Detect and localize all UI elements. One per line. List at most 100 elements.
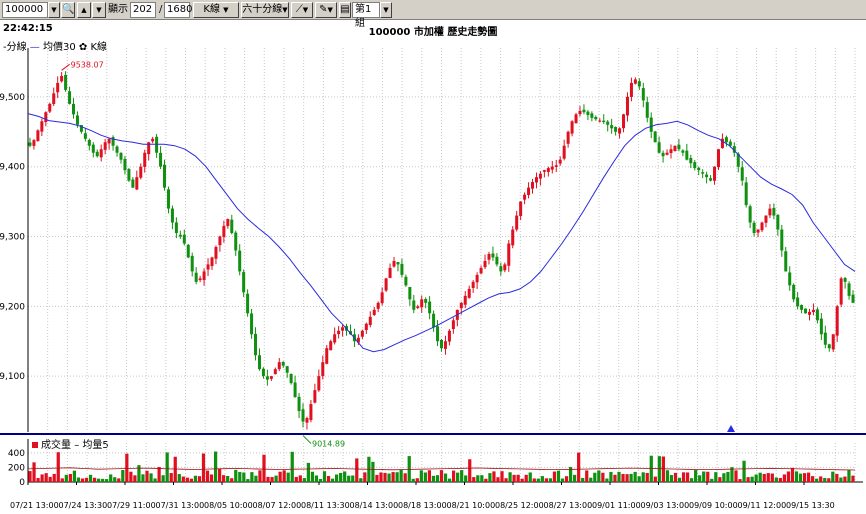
- candle-body: [56, 82, 60, 93]
- volume-bar: [581, 477, 585, 482]
- volume-bar: [613, 474, 617, 482]
- candle-body: [523, 194, 527, 200]
- candle-body: [123, 158, 127, 171]
- volume-bar: [230, 478, 234, 482]
- volume-bar: [314, 475, 319, 482]
- display-count-input[interactable]: 202: [130, 2, 156, 18]
- candle-body: [273, 369, 277, 375]
- up-arrow-icon[interactable]: ▲: [77, 2, 91, 18]
- volume-bar: [798, 473, 803, 482]
- down-arrow-icon[interactable]: ▼: [92, 2, 106, 18]
- candle-body: [174, 222, 178, 234]
- candle-body: [649, 117, 653, 132]
- volume-bar: [460, 470, 464, 482]
- volume-bar: [770, 473, 774, 482]
- volume-bar: [835, 473, 839, 482]
- volume-bar: [343, 471, 347, 482]
- candle-body: [364, 323, 368, 331]
- y-tick-label: 9,500: [0, 93, 25, 103]
- x-tick-label: 07/21 13:00: [10, 501, 59, 510]
- volume-bar: [290, 451, 294, 482]
- volume-bar: [443, 473, 448, 482]
- volume-bar: [88, 474, 93, 482]
- volume-bar: [806, 472, 811, 482]
- x-tick-label: 07/29 11:00: [107, 501, 156, 510]
- candle-body: [653, 131, 657, 143]
- volume-bar: [266, 476, 270, 482]
- volume-bar: [831, 471, 835, 482]
- x-tick-label: 07/31 13:00: [156, 501, 205, 510]
- candle-body: [218, 236, 222, 246]
- total-count-input[interactable]: 1680: [164, 2, 192, 18]
- volume-bar: [137, 465, 141, 482]
- candle-body: [277, 362, 281, 370]
- candle-body: [281, 361, 285, 366]
- volume-bar: [209, 474, 214, 482]
- y-tick-label: 9,400: [0, 163, 25, 173]
- volume-bar: [92, 477, 97, 482]
- candle-body: [693, 162, 697, 169]
- stock-code-input[interactable]: 100000: [2, 2, 48, 18]
- volume-bar: [330, 478, 335, 482]
- volume-bar: [185, 477, 189, 482]
- volume-bar: [564, 476, 569, 482]
- search-icon[interactable]: 🔍: [61, 2, 75, 18]
- volume-bar: [242, 472, 246, 482]
- candle-body: [459, 302, 463, 309]
- candle-body: [784, 251, 788, 272]
- candle-body: [780, 229, 784, 251]
- volume-bar: [84, 477, 89, 482]
- volume-bar: [476, 475, 480, 482]
- volume-bar: [774, 477, 778, 482]
- settings-icon[interactable]: ✿: [78, 42, 88, 53]
- candle-body: [376, 302, 380, 309]
- candle-body: [590, 113, 594, 118]
- volume-bar: [508, 472, 512, 482]
- volume-bar: [589, 477, 593, 482]
- candle-body: [75, 115, 79, 125]
- candle-body: [40, 121, 44, 132]
- candle-body: [527, 187, 531, 195]
- candle-body: [428, 301, 432, 314]
- volume-bar: [552, 471, 557, 482]
- candle-body: [95, 151, 99, 157]
- volume-bar: [181, 476, 185, 482]
- candle-body: [479, 267, 483, 274]
- line-tool-icon[interactable]: ⟋▼: [291, 2, 313, 18]
- x-tick-label: 08/05 10:00: [204, 501, 253, 510]
- volume-bar: [258, 470, 262, 482]
- group-select[interactable]: 第1組: [352, 2, 380, 29]
- volume-bar: [121, 469, 125, 482]
- candle-body: [127, 169, 131, 181]
- candle-body: [202, 271, 206, 281]
- candle-body: [151, 138, 155, 142]
- candle-body: [337, 330, 341, 335]
- save-icon[interactable]: ▤: [339, 2, 351, 18]
- volume-bar: [456, 472, 460, 482]
- candle-body: [412, 300, 416, 310]
- volume-bar: [484, 478, 488, 482]
- interval-dropdown[interactable]: 六十分線▼: [241, 2, 289, 18]
- code-dropdown-icon[interactable]: ▼: [48, 2, 60, 18]
- volume-bar: [379, 472, 383, 482]
- volume-bar: [536, 478, 540, 482]
- candle-body: [222, 226, 226, 238]
- candle-body: [439, 339, 444, 349]
- candle-body: [111, 137, 115, 146]
- x-tick-label: 09/01 11:00: [592, 501, 641, 510]
- chart-type-dropdown[interactable]: K線 ▼: [193, 2, 239, 18]
- candle-body: [28, 142, 32, 146]
- candle-body: [843, 278, 847, 282]
- volume-bar: [254, 475, 258, 482]
- candle-body: [356, 337, 360, 343]
- volume-bar: [690, 478, 694, 482]
- volume-bar: [218, 468, 222, 482]
- pen-tool-icon[interactable]: ✎▼: [315, 2, 337, 18]
- candle-body: [467, 288, 471, 298]
- candle-body: [159, 152, 163, 167]
- candle-body: [558, 159, 562, 164]
- group-dropdown-icon[interactable]: ▼: [380, 2, 392, 18]
- volume-bar: [710, 478, 714, 482]
- volume-bar: [161, 475, 165, 482]
